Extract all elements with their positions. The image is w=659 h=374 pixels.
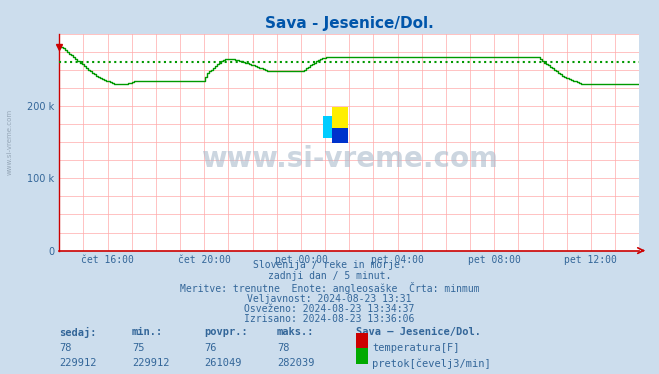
Text: maks.:: maks.: — [277, 327, 314, 337]
Text: sedaj:: sedaj: — [59, 327, 97, 338]
Text: min.:: min.: — [132, 327, 163, 337]
Text: 78: 78 — [59, 343, 72, 353]
Text: Veljavnost: 2024-08-23 13:31: Veljavnost: 2024-08-23 13:31 — [247, 294, 412, 304]
Text: Izrisano: 2024-08-23 13:36:06: Izrisano: 2024-08-23 13:36:06 — [244, 314, 415, 324]
Text: 75: 75 — [132, 343, 144, 353]
Text: pretok[čevelj3/min]: pretok[čevelj3/min] — [372, 358, 491, 369]
Bar — [332, 128, 348, 143]
Text: temperatura[F]: temperatura[F] — [372, 343, 460, 353]
Bar — [323, 116, 339, 138]
Text: 282039: 282039 — [277, 358, 314, 368]
Text: www.si-vreme.com: www.si-vreme.com — [7, 109, 13, 175]
Text: 76: 76 — [204, 343, 217, 353]
Title: Sava - Jesenice/Dol.: Sava - Jesenice/Dol. — [265, 16, 434, 31]
Text: Sava – Jesenice/Dol.: Sava – Jesenice/Dol. — [356, 327, 481, 337]
Text: Meritve: trenutne  Enote: angleosaške  Črta: minmum: Meritve: trenutne Enote: angleosaške Črt… — [180, 282, 479, 294]
Text: Osveženo: 2024-08-23 13:34:37: Osveženo: 2024-08-23 13:34:37 — [244, 304, 415, 314]
Text: 229912: 229912 — [132, 358, 169, 368]
Bar — [332, 107, 348, 129]
Text: www.si-vreme.com: www.si-vreme.com — [201, 145, 498, 174]
Text: zadnji dan / 5 minut.: zadnji dan / 5 minut. — [268, 271, 391, 281]
Text: 78: 78 — [277, 343, 289, 353]
Text: 261049: 261049 — [204, 358, 242, 368]
Text: povpr.:: povpr.: — [204, 327, 248, 337]
Text: 229912: 229912 — [59, 358, 97, 368]
Text: Slovenija / reke in morje.: Slovenija / reke in morje. — [253, 260, 406, 270]
